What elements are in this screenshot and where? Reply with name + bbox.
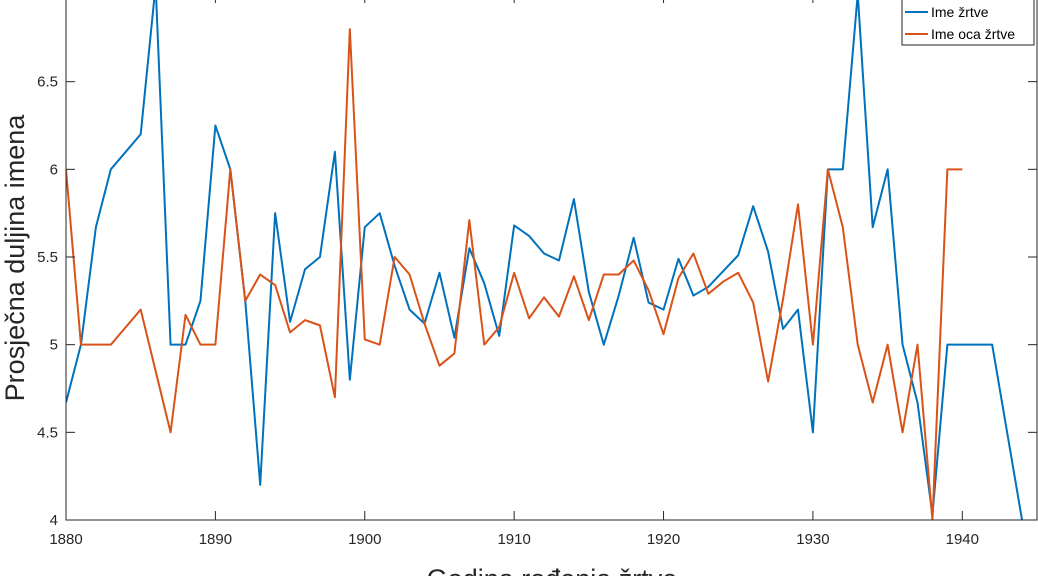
x-axis: 1880 1890 1900 1910 1920 1930 1940 xyxy=(49,0,979,548)
legend: Ime žrtve Ime oca žrtve xyxy=(901,0,1035,46)
y-tick-label: 4 xyxy=(50,512,58,529)
x-axis-title: Godina rođenja žrtve xyxy=(427,564,678,576)
x-tick-label: 1890 xyxy=(199,531,232,548)
y-tick-label: 5 xyxy=(50,337,58,354)
series-line-0 xyxy=(66,0,1024,520)
legend-label-ime-oca-zrtve: Ime oca žrtve xyxy=(931,26,1015,42)
x-tick-label: 1910 xyxy=(497,531,530,548)
y-tick-label: 6.5 xyxy=(37,74,58,91)
y-tick-label: 6 xyxy=(50,161,58,178)
plot-area-frame xyxy=(65,0,1038,521)
y-axis-title: Prosječna duljina imena xyxy=(0,114,30,402)
x-tick-label: 1930 xyxy=(796,531,829,548)
x-tick-label: 1940 xyxy=(946,531,979,548)
y-axis: 4 4.5 5 5.5 6 6.5 xyxy=(37,74,1037,529)
series-line-1 xyxy=(66,28,963,520)
series-layer xyxy=(66,0,1024,520)
y-tick-label: 5.5 xyxy=(37,249,58,266)
y-tick-label: 4.5 xyxy=(37,424,58,441)
legend-label-ime-zrtve: Ime žrtve xyxy=(931,4,989,20)
legend-box xyxy=(901,0,1035,46)
x-tick-label: 1900 xyxy=(348,531,381,548)
x-tick-label: 1920 xyxy=(647,531,680,548)
x-tick-label: 1880 xyxy=(49,531,82,548)
